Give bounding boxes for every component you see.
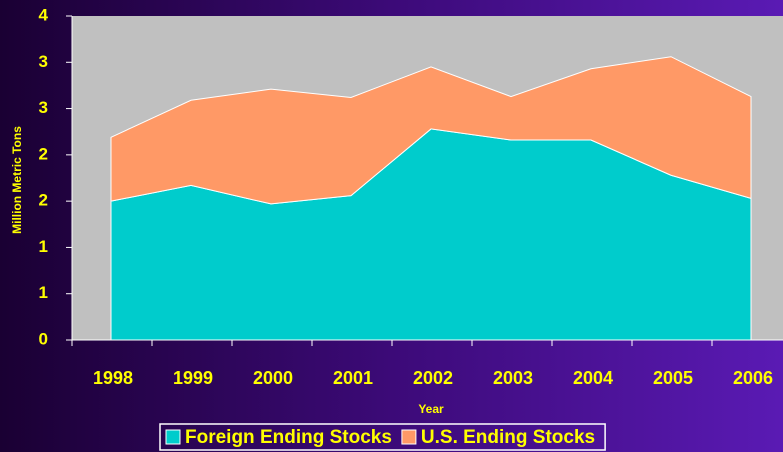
legend-swatch bbox=[401, 429, 417, 445]
legend-label: U.S. Ending Stocks bbox=[421, 427, 595, 448]
x-tick-label: 2003 bbox=[493, 368, 533, 388]
y-axis-label: Million Metric Tons bbox=[10, 126, 24, 234]
x-tick-label: 2000 bbox=[253, 368, 293, 388]
y-tick-label: 1 bbox=[39, 237, 48, 256]
legend-label: Foreign Ending Stocks bbox=[185, 427, 392, 448]
y-tick-label: 2 bbox=[39, 191, 48, 210]
y-tick-label: 1 bbox=[39, 283, 48, 302]
x-tick-label: 2001 bbox=[333, 368, 373, 388]
legend-box bbox=[159, 423, 606, 451]
x-tick-label: 2004 bbox=[573, 368, 613, 388]
y-tick-label: 4 bbox=[39, 5, 49, 24]
x-tick-label: 2002 bbox=[413, 368, 453, 388]
x-tick-label: 2006 bbox=[733, 368, 773, 388]
y-tick-label: 2 bbox=[39, 144, 48, 163]
area bbox=[110, 56, 752, 205]
x-tick-label: 1999 bbox=[173, 368, 213, 388]
legend: Foreign Ending Stocks U.S. Ending Stocks bbox=[159, 423, 606, 451]
y-tick-label: 0 bbox=[39, 329, 48, 348]
y-tick-label: 3 bbox=[39, 98, 48, 117]
y-tick-label: 3 bbox=[39, 52, 48, 71]
legend-swatch bbox=[165, 429, 181, 445]
x-axis-label: Year bbox=[418, 402, 444, 416]
x-tick-label: 2005 bbox=[653, 368, 693, 388]
x-tick-label: 1998 bbox=[93, 368, 133, 388]
